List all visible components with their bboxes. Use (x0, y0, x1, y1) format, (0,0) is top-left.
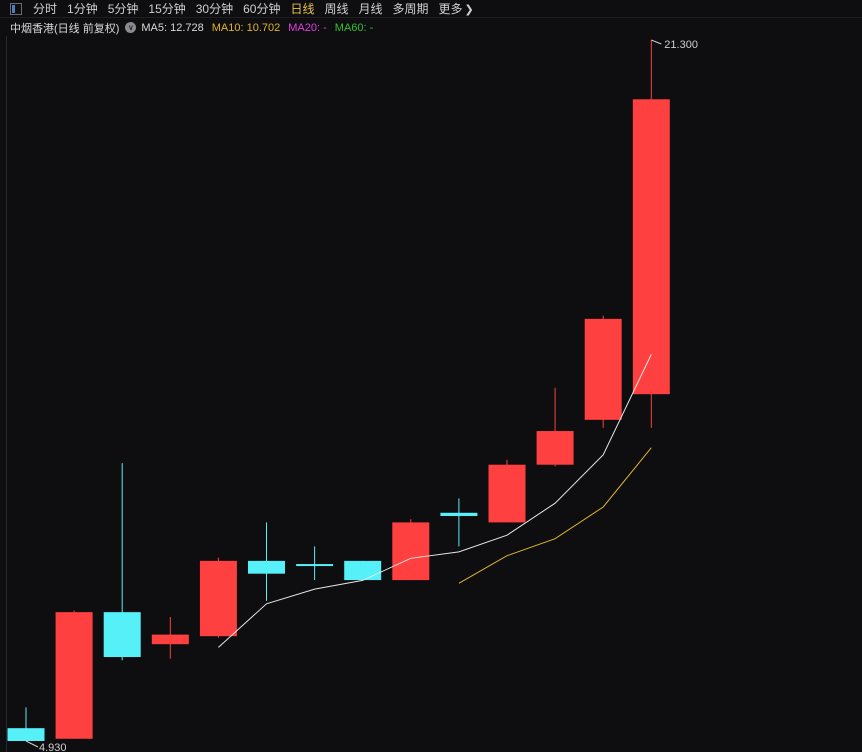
candle-body (584, 318, 622, 420)
ma10-label: MA10: 10.702 (211, 21, 281, 34)
tab-weekly[interactable]: 周线 (324, 2, 349, 16)
chart-left-border (6, 36, 7, 752)
low-marker-arrow (25, 740, 39, 748)
low-price-label: 4.930 (39, 742, 67, 752)
tab-5min[interactable]: 5分钟 (107, 2, 139, 16)
tab-30min[interactable]: 30分钟 (195, 2, 234, 16)
candle-body (151, 634, 189, 645)
tab-more-label: 更多 (438, 2, 463, 16)
tab-60min[interactable]: 60分钟 (243, 2, 281, 16)
candle-body (344, 560, 382, 581)
stock-title: 中烟香港(日线 前复权) (10, 22, 120, 35)
candle-body (199, 560, 237, 637)
candle-body (536, 431, 574, 465)
high-marker-arrow (651, 39, 662, 45)
tab-15min[interactable]: 15分钟 (148, 2, 186, 16)
candle-body (488, 464, 526, 523)
tab-1min[interactable]: 1分钟 (67, 2, 98, 16)
tab-more[interactable]: 更多 ❯ (439, 0, 474, 17)
panel-toggle-icon[interactable] (10, 2, 22, 15)
high-price-label: 21.300 (664, 39, 698, 51)
candle-body (103, 612, 141, 658)
tab-monthly[interactable]: 月线 (358, 2, 383, 16)
candle-body (392, 522, 430, 581)
candle-body (296, 564, 334, 567)
tab-intraday[interactable]: 分时 (33, 2, 58, 16)
settings-chevron-icon[interactable]: ∨ (125, 22, 137, 33)
ma20-label: MA20: - (288, 21, 327, 34)
ma5-line (218, 354, 652, 648)
candle-body (7, 728, 45, 741)
ma5-label: MA5: 12.728 (141, 21, 204, 34)
tab-daily[interactable]: 日线 (290, 2, 315, 16)
chevron-right-icon: ❯ (464, 4, 474, 16)
indicator-info-bar: 中烟香港(日线 前复权) ∨ MA5: 12.728 MA10: 10.702 … (10, 19, 381, 36)
candle-body (248, 560, 285, 574)
candle-body (55, 612, 93, 739)
candle-body (632, 99, 670, 395)
ma60-label: MA60: - (334, 21, 374, 34)
tab-multi-period[interactable]: 多周期 (392, 2, 429, 16)
candle-body (440, 512, 478, 516)
period-tab-bar: 分时 1分钟 5分钟 15分钟 30分钟 60分钟 日线 周线 月线 多周期 更… (0, 0, 862, 18)
ma10-line (458, 447, 652, 584)
